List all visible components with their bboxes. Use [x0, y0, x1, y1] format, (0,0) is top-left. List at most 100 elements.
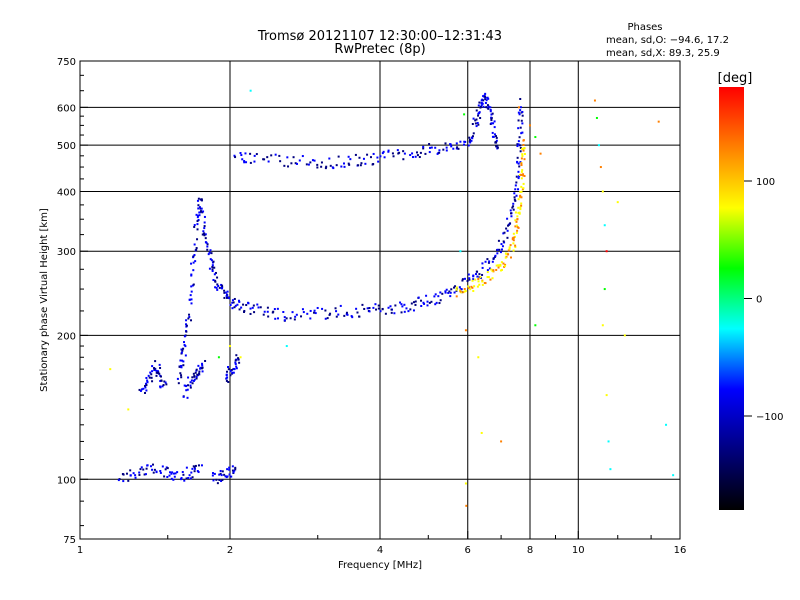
o-mode-point [177, 382, 180, 385]
o-mode-point [215, 478, 218, 481]
x-mode-point [509, 256, 512, 259]
x-mode-point [504, 263, 507, 266]
x-tick-label: 6 [465, 545, 471, 556]
o-mode-point [206, 243, 209, 246]
scattered-point [601, 324, 604, 327]
x-mode-point [512, 232, 515, 235]
o-mode-point [242, 303, 245, 306]
o-mode-point [245, 161, 248, 164]
o-mode-point [454, 285, 457, 288]
o-mode-point [324, 317, 327, 320]
o-mode-point [230, 369, 233, 372]
o-mode-point [193, 465, 196, 468]
o-mode-point [227, 368, 230, 371]
o-mode-point [488, 267, 491, 270]
o-mode-point [238, 361, 241, 364]
o-mode-point [509, 209, 512, 212]
o-mode-point [142, 468, 145, 471]
o-mode-point [182, 341, 185, 344]
o-mode-point [484, 260, 487, 263]
o-mode-point [339, 304, 342, 307]
o-mode-point [216, 276, 219, 279]
o-mode-point [521, 110, 524, 113]
x-mode-point [504, 256, 507, 259]
o-mode-point [400, 311, 403, 314]
o-mode-point [369, 156, 372, 159]
x-mode-point [476, 285, 479, 288]
o-mode-point [193, 470, 196, 473]
o-mode-point [213, 273, 216, 276]
o-mode-point [251, 306, 254, 309]
o-mode-point [343, 165, 346, 168]
scattered-point [127, 408, 130, 411]
o-mode-point [178, 365, 181, 368]
o-mode-point [480, 99, 483, 102]
o-mode-point [334, 307, 337, 310]
o-mode-point [283, 319, 286, 322]
o-mode-point [419, 151, 422, 154]
o-mode-point [198, 214, 201, 217]
x-mode-point [481, 280, 484, 283]
o-mode-point [521, 131, 524, 134]
x-mode-point [471, 279, 474, 282]
x-mode-point [523, 152, 526, 155]
o-mode-point [155, 470, 158, 473]
x-mode-point [520, 196, 523, 199]
o-mode-point [139, 468, 142, 471]
o-mode-point [189, 477, 192, 480]
o-mode-point [422, 147, 425, 150]
o-mode-point [180, 351, 183, 354]
x-mode-point [491, 277, 494, 280]
o-mode-point [435, 301, 438, 304]
o-mode-point [493, 133, 496, 136]
o-mode-point [490, 116, 493, 119]
x-axis-label: Frequency [MHz] [338, 560, 422, 571]
o-mode-point [198, 372, 201, 375]
o-mode-point [188, 298, 191, 301]
x-mode-point [512, 249, 515, 252]
o-mode-point [138, 471, 141, 474]
o-mode-point [461, 278, 464, 281]
o-mode-point [191, 467, 194, 470]
o-mode-point [211, 270, 214, 273]
o-mode-point [301, 155, 304, 158]
o-mode-point [517, 143, 520, 146]
o-mode-point [165, 383, 168, 386]
o-mode-point [519, 97, 522, 100]
o-mode-point [516, 143, 519, 146]
x-tick-label: 4 [377, 545, 383, 556]
x-tick-label: 1 [77, 545, 83, 556]
o-mode-point [214, 286, 217, 289]
o-mode-point [350, 315, 353, 318]
x-mode-point [462, 291, 465, 294]
o-mode-point [198, 370, 201, 373]
o-mode-point [209, 249, 212, 252]
o-mode-point [232, 301, 235, 304]
o-mode-point [239, 152, 242, 155]
o-mode-point [481, 273, 484, 276]
o-mode-point [225, 370, 228, 373]
o-mode-point [428, 301, 431, 304]
o-mode-point [485, 99, 488, 102]
chart-subtitle: RwPretec (8p) [334, 42, 425, 57]
o-mode-point [217, 284, 220, 287]
o-mode-point [471, 123, 474, 126]
x-mode-point [522, 149, 525, 152]
info-line-o: mean, sd,O: −94.6, 17.2 [606, 35, 729, 46]
scattered-point [601, 190, 604, 193]
o-mode-point [480, 104, 483, 107]
o-mode-point [226, 475, 229, 478]
o-mode-point [209, 258, 212, 261]
o-mode-point [381, 307, 384, 310]
o-mode-point [517, 170, 520, 173]
o-mode-point [486, 106, 489, 109]
o-mode-point [477, 123, 480, 126]
scattered-point [599, 166, 602, 169]
o-mode-point [208, 267, 211, 270]
o-mode-point [384, 312, 387, 315]
scattered-point [229, 345, 231, 348]
x-mode-point [508, 247, 511, 250]
o-mode-point [354, 153, 357, 156]
x-mode-point [523, 174, 526, 177]
o-mode-point [185, 477, 188, 480]
